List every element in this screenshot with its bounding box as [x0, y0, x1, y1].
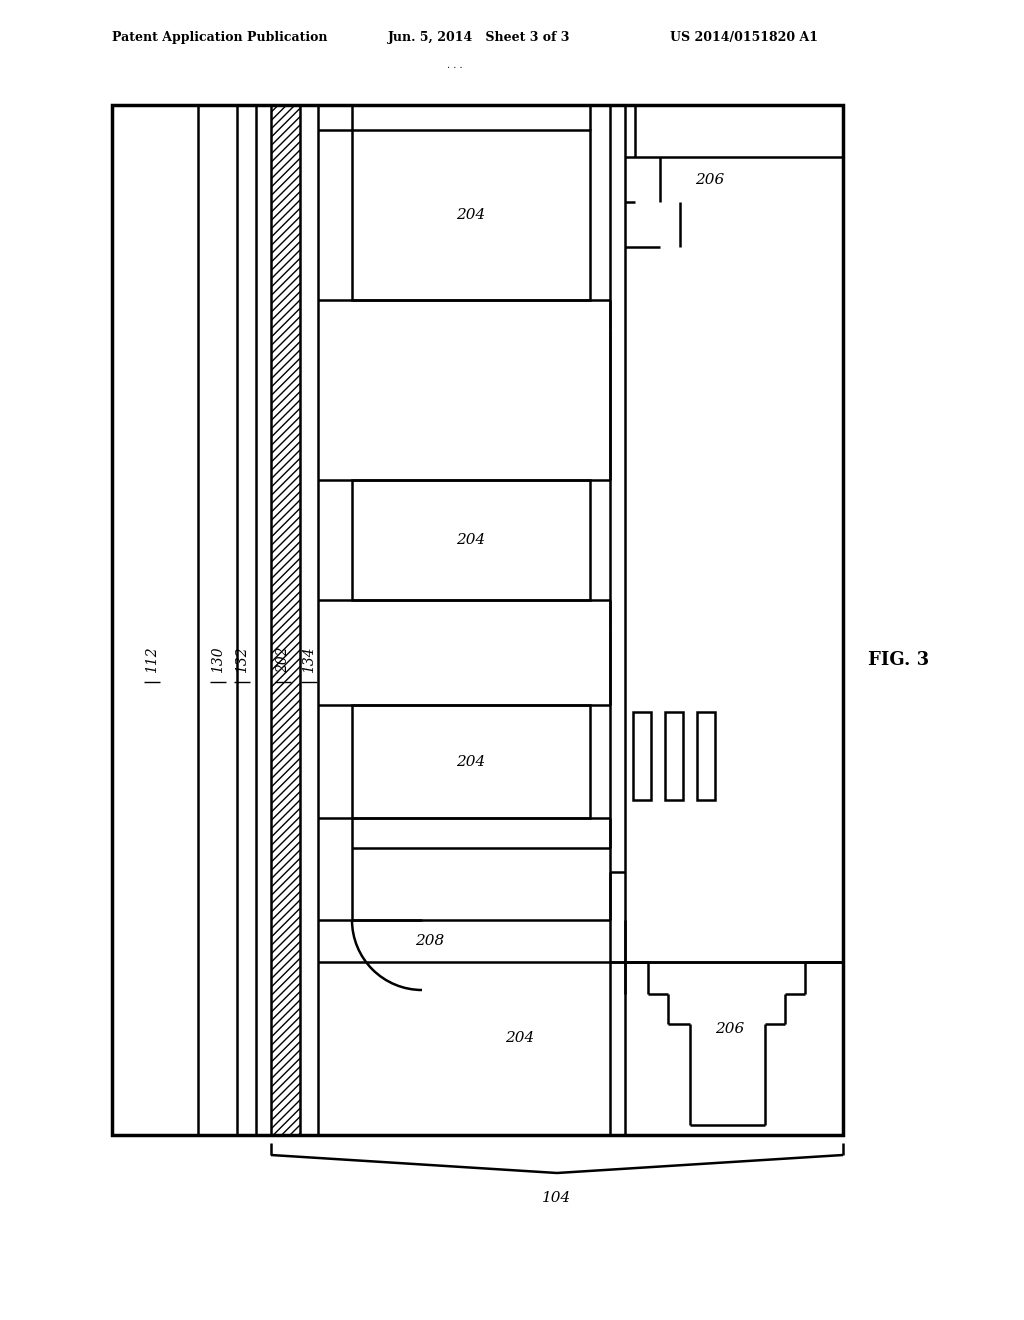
Text: 202: 202 — [276, 647, 290, 673]
Text: 206: 206 — [716, 1022, 744, 1036]
Text: 206: 206 — [695, 173, 725, 187]
Bar — [665, 711, 683, 800]
Text: 204: 204 — [457, 755, 485, 768]
Bar — [112, 106, 843, 1135]
Text: FIG. 3: FIG. 3 — [868, 651, 929, 669]
Text: 132: 132 — [234, 647, 249, 673]
Text: 204: 204 — [506, 1031, 535, 1045]
Text: Jun. 5, 2014   Sheet 3 of 3: Jun. 5, 2014 Sheet 3 of 3 — [388, 30, 570, 44]
Bar — [352, 705, 590, 818]
Text: 208: 208 — [416, 935, 444, 948]
Text: US 2014/0151820 A1: US 2014/0151820 A1 — [670, 30, 818, 44]
Text: 104: 104 — [543, 1191, 571, 1205]
Text: . . .: . . . — [447, 61, 463, 70]
Text: 134: 134 — [302, 647, 316, 673]
Bar — [697, 711, 715, 800]
Text: 112: 112 — [145, 647, 159, 673]
Text: 130: 130 — [211, 647, 225, 673]
Bar — [633, 711, 651, 800]
Bar — [271, 106, 300, 1135]
Bar — [352, 129, 590, 300]
Bar — [352, 480, 590, 601]
Text: 204: 204 — [457, 533, 485, 546]
Text: 204: 204 — [457, 209, 485, 222]
Text: Patent Application Publication: Patent Application Publication — [112, 30, 328, 44]
